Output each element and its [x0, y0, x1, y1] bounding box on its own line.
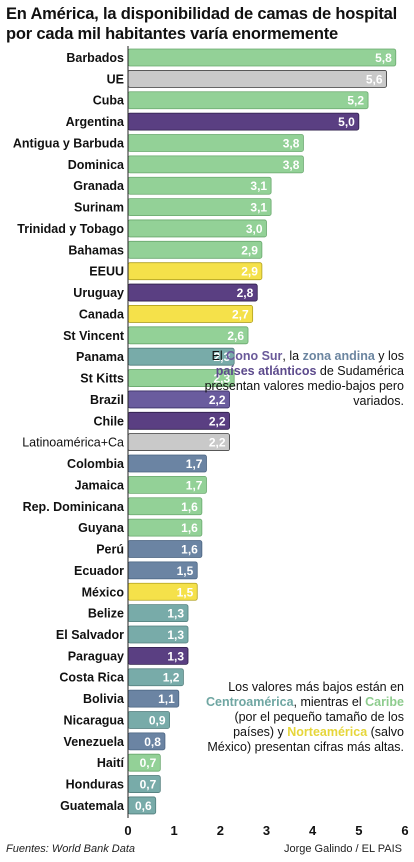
value-label-granada: 3,1 [250, 179, 267, 193]
x-tick-label-5: 5 [355, 823, 362, 838]
value-label-venezuela: 0,8 [144, 735, 161, 749]
bar-barbados [127, 48, 397, 67]
category-label-canada: Canada [79, 307, 125, 321]
category-label-mexico: México [82, 585, 125, 599]
author-credit: Jorge Galindo / EL PAIS [283, 843, 402, 855]
value-label-surinam: 3,1 [250, 201, 267, 215]
category-label-eeuu: EEUU [89, 265, 124, 279]
category-label-jamaica: Jamaica [75, 478, 125, 492]
category-label-uruguay: Uruguay [73, 286, 124, 300]
value-label-antigua-y-barbuda: 3,8 [283, 136, 300, 150]
value-label-peru: 1,6 [181, 543, 198, 557]
category-label-chile: Chile [93, 414, 124, 428]
value-label-guyana: 1,6 [181, 521, 198, 535]
category-label-latinoamerica-ca: Latinoamérica+Ca [22, 436, 124, 450]
value-label-canada: 2,7 [232, 307, 249, 321]
category-label-belize: Belize [88, 607, 124, 621]
category-label-surinam: Surinam [74, 201, 124, 215]
source-note: Fuentes: World Bank Data [6, 843, 136, 855]
value-label-colombia: 1,7 [186, 457, 203, 471]
value-label-costa-rica: 1,2 [163, 671, 180, 685]
category-label-paraguay: Paraguay [68, 649, 124, 663]
category-label-ue: UE [107, 72, 124, 86]
category-label-rep-dominicana: Rep. Dominicana [23, 500, 125, 514]
category-label-panama: Panama [76, 350, 125, 364]
value-label-ecuador: 1,5 [177, 564, 194, 578]
category-label-bolivia: Bolivia [83, 692, 125, 706]
value-label-latinoamerica-ca: 2,2 [209, 436, 226, 450]
value-label-st-kitts: 2,3 [213, 372, 230, 386]
x-tick-label-0: 0 [124, 823, 131, 838]
x-tick-label-6: 6 [401, 823, 408, 838]
category-label-st-vincent: St Vincent [63, 329, 125, 343]
x-tick-label-1: 1 [171, 823, 178, 838]
value-label-cuba: 5,2 [347, 94, 364, 108]
value-label-barbados: 5,8 [375, 51, 392, 65]
value-label-chile: 2,2 [209, 414, 226, 428]
category-label-guatemala: Guatemala [60, 799, 125, 813]
category-label-costa-rica: Costa Rica [59, 671, 125, 685]
value-label-argentina: 5,0 [338, 115, 355, 129]
highlight-norteamerica: Norteamérica [287, 725, 368, 739]
value-label-trinidad-y-tobago: 3,0 [246, 222, 263, 236]
bar-antigua-y-barbuda [127, 134, 304, 152]
category-label-trinidad-y-tobago: Trinidad y Tobago [17, 222, 124, 236]
category-label-nicaragua: Nicaragua [64, 713, 125, 727]
value-label-honduras: 0,7 [140, 778, 157, 792]
x-tick-label-4: 4 [309, 823, 317, 838]
value-label-dominica: 3,8 [283, 158, 300, 172]
value-label-el-salvador: 1,3 [167, 628, 184, 642]
value-label-mexico: 1,5 [177, 585, 194, 599]
value-label-guatemala: 0,6 [135, 799, 152, 813]
value-label-jamaica: 1,7 [186, 478, 203, 492]
category-label-granada: Granada [73, 179, 125, 193]
category-label-honduras: Honduras [66, 778, 124, 792]
value-label-nicaragua: 0,9 [149, 713, 166, 727]
category-label-st-kitts: St Kitts [80, 372, 124, 386]
x-tick-label-3: 3 [263, 823, 270, 838]
value-label-paraguay: 1,3 [167, 649, 184, 663]
chart-title: En América, la disponibilidad de camas d… [6, 5, 397, 43]
bar-cuba [127, 91, 369, 110]
category-label-haiti: Haití [97, 756, 125, 770]
category-label-el-salvador: El Salvador [56, 628, 124, 642]
highlight-paises-atlanticos: países atlánticos [215, 364, 317, 378]
highlight-centroamerica: Centroamérica [205, 695, 294, 709]
annotation-south-america: El Cono Sur, la zona andina y los países… [204, 349, 404, 408]
value-label-panama: 2,3 [213, 350, 230, 364]
category-label-peru: Perú [96, 543, 124, 557]
category-label-cuba: Cuba [93, 94, 125, 108]
bar-argentina [127, 112, 360, 131]
value-label-brazil: 2,2 [209, 393, 226, 407]
bar-dominica [127, 155, 304, 174]
highlight-cono-sur: Cono Sur [226, 349, 283, 363]
category-label-ecuador: Ecuador [74, 564, 124, 578]
highlight-zona-andina: zona andina [302, 349, 375, 363]
value-label-belize: 1,3 [167, 607, 184, 621]
highlight-caribe: Caribe [365, 695, 404, 709]
value-label-eeuu: 2,9 [241, 265, 258, 279]
value-label-st-vincent: 2,6 [227, 329, 244, 343]
category-label-antigua-y-barbuda: Antigua y Barbuda [13, 136, 125, 150]
x-tick-label-2: 2 [217, 823, 224, 838]
value-label-bolivia: 1,1 [158, 692, 175, 706]
bar-ue [127, 69, 387, 88]
category-label-argentina: Argentina [66, 115, 125, 129]
category-label-colombia: Colombia [67, 457, 125, 471]
category-label-bahamas: Bahamas [68, 243, 124, 257]
value-label-uruguay: 2,8 [237, 286, 254, 300]
value-label-haiti: 0,7 [140, 756, 157, 770]
value-label-bahamas: 2,9 [241, 243, 258, 257]
annotation-central-america: Los valores más bajos están en Centroamé… [205, 680, 404, 754]
value-label-ue: 5,6 [366, 72, 383, 86]
category-label-guyana: Guyana [78, 521, 125, 535]
category-label-brazil: Brazil [90, 393, 124, 407]
category-label-venezuela: Venezuela [64, 735, 125, 749]
value-label-rep-dominicana: 1,6 [181, 500, 198, 514]
category-label-dominica: Dominica [68, 158, 125, 172]
category-label-barbados: Barbados [66, 51, 124, 65]
